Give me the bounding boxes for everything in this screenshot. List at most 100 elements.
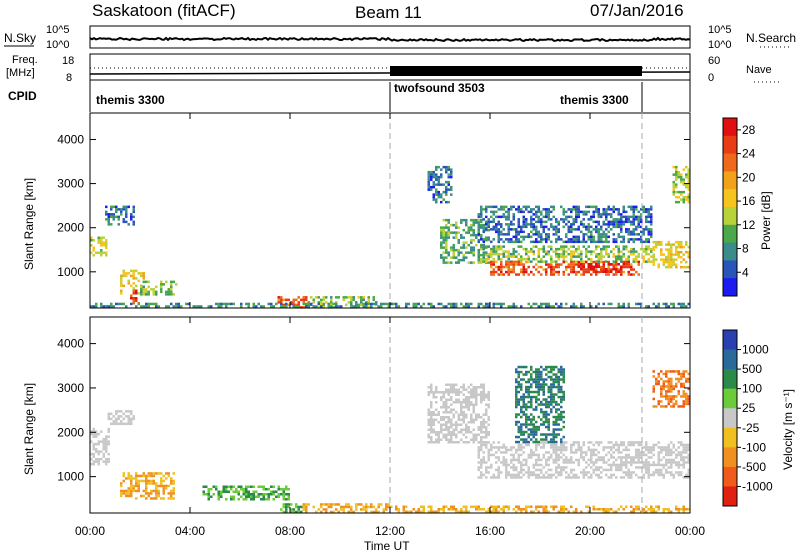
nsky-tick-bottom: 10^0 [46,39,70,51]
data-cell [447,393,450,396]
data-cell [547,385,550,389]
data-cell [480,401,483,404]
data-cell [665,243,668,246]
data-cell [565,448,568,452]
data-cell [130,417,133,421]
data-cell [127,494,130,498]
data-cell [605,210,608,214]
data-cell [432,441,435,444]
data-cell [560,410,563,414]
data-cell [547,263,550,266]
data-cell [432,170,435,174]
data-cell [597,476,600,479]
data-cell [525,380,528,384]
data-cell [665,471,668,474]
data-cell [577,210,580,214]
data-cell [647,456,650,459]
data-cell [520,443,523,447]
data-cell [592,210,595,214]
data-cell [485,403,488,406]
data-cell [502,461,505,464]
data-cell [680,265,683,269]
data-cell [485,468,488,472]
data-cell [450,388,453,391]
data-cell [512,247,515,251]
data-cell [647,473,650,477]
data-cell [105,457,108,461]
data-cell [495,456,498,459]
data-cell [532,265,535,269]
data-cell [407,510,410,513]
data-cell [445,233,448,237]
data-cell [310,302,313,306]
data-cell [342,296,345,299]
data-cell [125,208,128,211]
data-cell [320,298,323,302]
freq-panel-frame [89,53,691,81]
data-cell [672,405,675,408]
data-cell [442,241,445,244]
data-cell [645,466,648,469]
data-cell [250,493,253,496]
data-cell [685,402,688,406]
data-cell [125,213,128,216]
data-cell [582,473,585,477]
velocity-panel-frame [89,316,691,514]
data-cell [302,505,305,509]
data-cell [550,265,553,269]
data-cell [302,298,305,302]
data-cell [92,430,95,433]
data-cell [507,238,510,241]
data-cell [542,443,545,447]
data-cell [272,485,275,488]
data-cell [437,183,440,186]
data-cell [637,508,640,511]
data-cell [547,413,550,416]
data-cell [642,233,645,236]
data-cell [480,461,483,464]
data-cell [472,505,475,508]
data-cell [542,208,545,211]
data-cell [485,253,488,257]
data-cell [560,218,563,221]
data-cell [472,246,475,249]
data-cell [237,498,240,501]
data-cell [427,436,430,439]
data-cell [477,240,480,244]
data-cell [467,251,470,254]
data-cell [522,273,525,276]
data-cell [620,257,623,261]
data-cell [117,218,120,221]
data-cell [615,441,618,444]
data-cell [647,230,650,234]
data-cell [485,413,488,416]
data-cell [397,510,400,513]
data-cell [462,393,465,396]
data-cell [545,268,548,271]
data-cell [312,298,315,302]
data-cell [545,451,548,454]
data-cell [470,261,473,264]
data-cell [552,446,555,449]
data-cell [120,422,123,426]
data-cell [537,380,540,384]
data-cell [157,305,160,308]
data-cell [432,305,435,308]
data-cell [520,255,523,258]
data-cell [555,461,558,464]
data-cell [542,250,545,253]
data-cell [205,493,208,496]
data-cell [557,395,560,399]
data-cell [525,430,528,434]
data-cell [527,433,530,436]
data-cell [657,451,660,454]
data-cell [547,235,550,239]
data-cell [290,510,293,514]
data-cell [497,466,500,469]
data-cell [522,403,525,406]
data-cell [557,413,560,416]
data-cell [492,268,495,271]
data-cell [595,461,598,464]
data-cell [385,503,388,506]
data-cell [527,370,530,374]
